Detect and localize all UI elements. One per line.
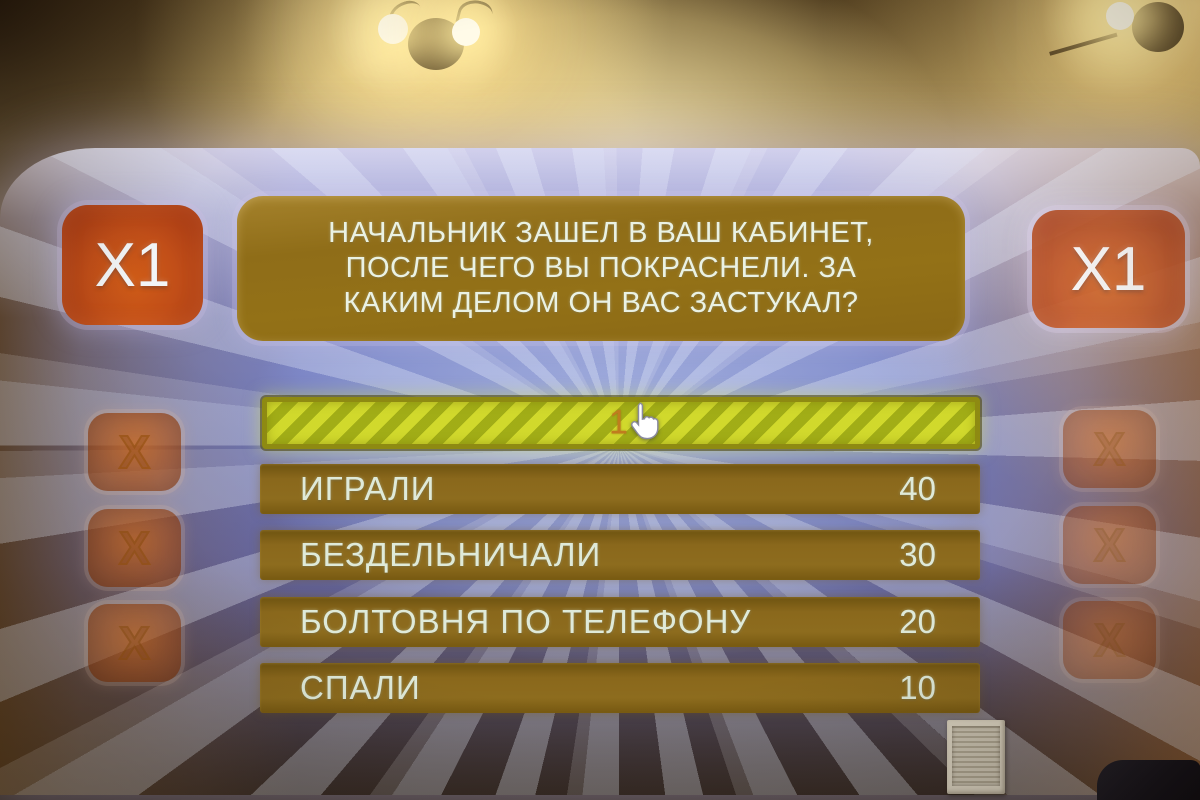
answer-row-4[interactable]: СПАЛИ 10 [260,663,980,713]
lamp-base-plate [1132,2,1184,52]
question-line: КАКИМ ДЕЛОМ ОН ВАС ЗАСТУКАЛ? [343,287,859,319]
strike-x-icon: X [1093,518,1126,572]
question-line: ПОСЛЕ ЧЕГО ВЫ ПОКРАСНЕЛИ. ЗА [345,252,857,284]
answer-label: СПАЛИ [300,669,421,706]
strike-x-icon: X [118,521,151,575]
strike-x-icon: X [1093,422,1126,476]
strike-x-icon: X [1093,613,1126,667]
round-selector-bar[interactable]: 1 [262,397,980,449]
answer-score: 30 [899,536,936,573]
answer-row-1[interactable]: ИГРАЛИ 40 [260,464,980,514]
strike-button-right-2[interactable]: X [1063,506,1156,584]
strike-button-right-1[interactable]: X [1063,410,1156,488]
hand-cursor-icon [631,402,659,440]
lamp-bulb-icon [452,18,480,46]
strike-button-right-3[interactable]: X [1063,601,1156,679]
multiplier-left-label: X1 [94,230,171,300]
multiplier-badge-left[interactable]: X1 [62,205,203,325]
lamp-arm [1049,32,1121,68]
strike-button-left-2[interactable]: X [88,509,181,587]
answer-row-3[interactable]: БОЛТОВНЯ ПО ТЕЛЕФОНУ 20 [260,597,980,647]
question-line: НАЧАЛЬНИК ЗАШЕЛ В ВАШ КАБИНЕТ, [328,217,874,249]
projector-screen: X1 НАЧАЛЬНИК ЗАШЕЛ В ВАШ КАБИНЕТ, ПОСЛЕ … [0,148,1200,795]
answer-score: 10 [899,669,936,706]
strike-x-icon: X [118,425,151,479]
answer-label: БЕЗДЕЛЬНИЧАЛИ [300,536,602,573]
strike-button-left-1[interactable]: X [88,413,181,491]
wall-lamp-right [1040,0,1200,80]
multiplier-badge-right[interactable]: X1 [1032,210,1185,328]
air-vent [947,720,1005,794]
strike-button-left-3[interactable]: X [88,604,181,682]
answer-score: 20 [899,603,936,640]
foreground-object [1097,760,1200,800]
answer-score: 40 [899,470,936,507]
round-number: 1 [609,403,628,442]
answer-label: БОЛТОВНЯ ПО ТЕЛЕФОНУ [300,603,752,640]
answer-label: ИГРАЛИ [300,470,436,507]
question-box: НАЧАЛЬНИК ЗАШЕЛ В ВАШ КАБИНЕТ, ПОСЛЕ ЧЕГ… [237,196,965,341]
strike-x-icon: X [118,616,151,670]
lamp-bulb-icon [1106,2,1134,30]
answer-row-2[interactable]: БЕЗДЕЛЬНИЧАЛИ 30 [260,530,980,580]
lamp-bulb-icon [378,14,408,44]
wall-lamp-left [330,0,550,90]
multiplier-right-label: X1 [1070,234,1147,304]
vent-grille [952,726,1000,786]
